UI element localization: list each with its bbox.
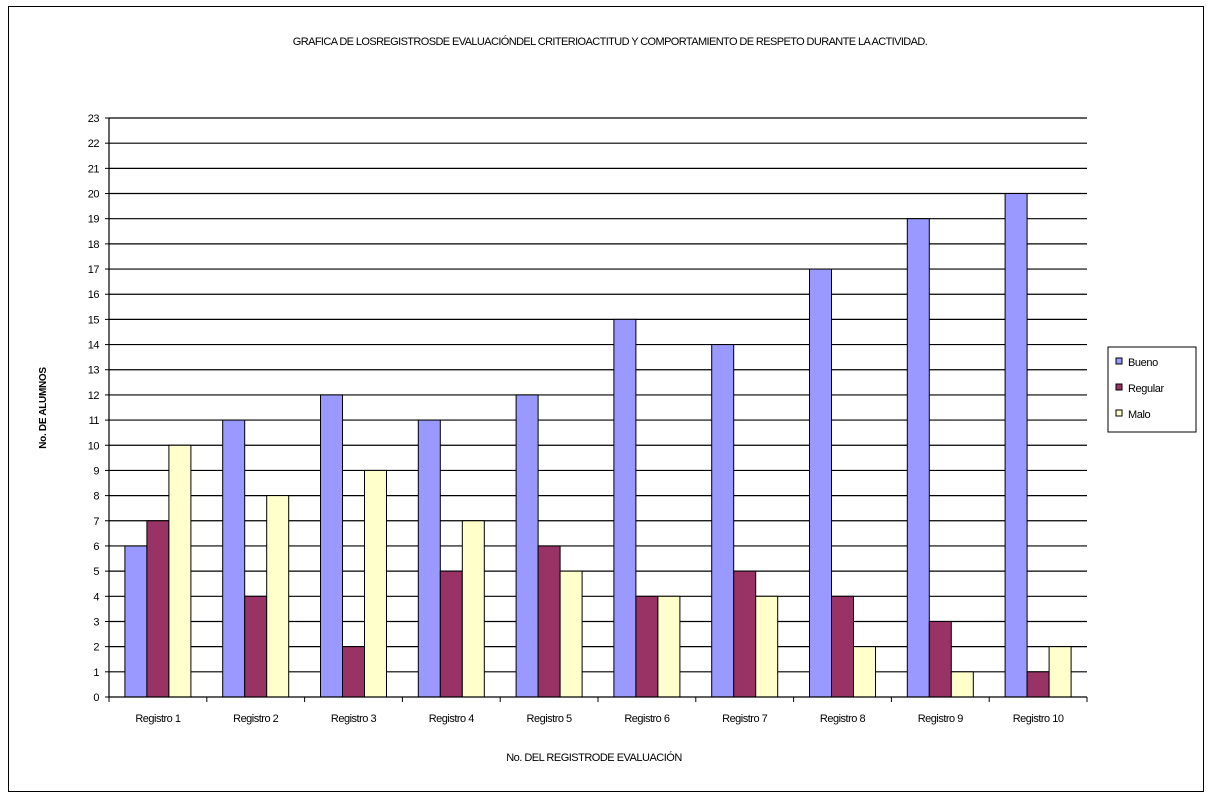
- bar: [515, 394, 539, 698]
- axes: [105, 117, 1088, 702]
- bar: [266, 495, 290, 698]
- chart-title: GRAFICA DE LOSREGISTROSDE EVALUACIÓNDEL …: [293, 35, 928, 48]
- x-tick-label: Registro 6: [624, 713, 670, 725]
- bar: [244, 595, 268, 698]
- bar: [711, 344, 735, 698]
- y-tick-label: 17: [88, 264, 100, 276]
- y-tick-label: 14: [88, 340, 100, 352]
- y-tick-label: 23: [88, 113, 100, 125]
- chart-frame: GRAFICA DE LOSREGISTROSDE EVALUACIÓNDEL …: [8, 6, 1204, 792]
- bar: [809, 268, 832, 698]
- x-tick-labels: Registro 1 Registro 2 Registro 3 Registro 4…: [135, 713, 1064, 725]
- legend-label: Bueno: [1128, 357, 1158, 369]
- x-tick-label: Registro 9: [918, 713, 964, 725]
- y-tick-label: 16: [88, 289, 100, 301]
- x-tick-label: Registro 8: [820, 713, 866, 725]
- bar: [559, 570, 583, 698]
- x-tick-label: Registro 10: [1013, 713, 1064, 725]
- y-tick-label: 7: [93, 516, 99, 528]
- y-tick-label: 15: [88, 314, 100, 326]
- bar: [1048, 646, 1072, 698]
- bar: [342, 646, 365, 698]
- bar: [146, 520, 170, 698]
- bar: [124, 545, 148, 698]
- bar: [1026, 671, 1050, 698]
- legend-label: Malo: [1128, 409, 1151, 421]
- gridlines: [109, 117, 1087, 673]
- y-tick-label: 22: [88, 138, 100, 150]
- bar: [853, 646, 876, 698]
- x-tick-label: Registro 7: [722, 713, 768, 725]
- y-tick-label: 3: [93, 616, 99, 628]
- y-tick-label: 21: [88, 163, 100, 175]
- bar: [733, 570, 757, 698]
- bar: [222, 419, 246, 698]
- bar: [635, 595, 659, 698]
- x-tick-label: Registro 2: [233, 713, 279, 725]
- y-tick-label: 18: [88, 239, 100, 251]
- legend-swatch: [1115, 383, 1123, 391]
- y-tick-label: 12: [88, 390, 100, 402]
- y-tick-label: 1: [93, 667, 99, 679]
- x-tick-label: Registro 3: [331, 713, 377, 725]
- legend-label: Regular: [1128, 383, 1164, 395]
- y-tick-label: 6: [93, 541, 99, 553]
- legend-swatch: [1115, 409, 1123, 417]
- legend: Bueno Regular Malo: [1107, 346, 1197, 433]
- x-tick-label: Registro 5: [527, 713, 573, 725]
- bar: [906, 218, 930, 698]
- bar-chart: GRAFICA DE LOSREGISTROSDE EVALUACIÓNDEL …: [38, 35, 1197, 764]
- bar: [613, 318, 637, 698]
- y-tick-label: 4: [93, 591, 99, 603]
- y-tick-label: 0: [93, 692, 99, 704]
- y-tick-label: 10: [88, 440, 100, 452]
- y-tick-label: 13: [88, 365, 100, 377]
- bar: [320, 394, 343, 698]
- y-tick-label: 5: [93, 566, 99, 578]
- bar: [364, 469, 387, 698]
- bar: [1004, 193, 1028, 698]
- y-tick-label: 20: [88, 189, 100, 201]
- bar: [417, 419, 441, 698]
- y-tick-label: 19: [88, 214, 100, 226]
- bars: [124, 193, 1072, 698]
- bar: [461, 520, 485, 698]
- y-tick-label: 9: [93, 465, 99, 477]
- bar: [755, 595, 779, 698]
- y-tick-label: 2: [93, 642, 99, 654]
- bar: [831, 595, 854, 698]
- x-tick-label: Registro 1: [135, 713, 181, 725]
- bar: [439, 570, 463, 698]
- x-tick-label: Registro 4: [429, 713, 475, 725]
- y-axis-title: No. DE ALUMNOS: [38, 367, 49, 449]
- bar: [168, 444, 192, 698]
- legend-swatch: [1115, 357, 1123, 365]
- bar: [928, 620, 952, 698]
- x-axis-title: No. DEL REGISTRODE EVALUACIÓN: [506, 751, 682, 764]
- legend-box: [1107, 346, 1197, 433]
- bar: [537, 545, 561, 698]
- y-tick-label: 11: [89, 415, 100, 427]
- bar: [657, 595, 681, 698]
- bar: [950, 671, 974, 698]
- y-tick-label: 8: [93, 491, 99, 503]
